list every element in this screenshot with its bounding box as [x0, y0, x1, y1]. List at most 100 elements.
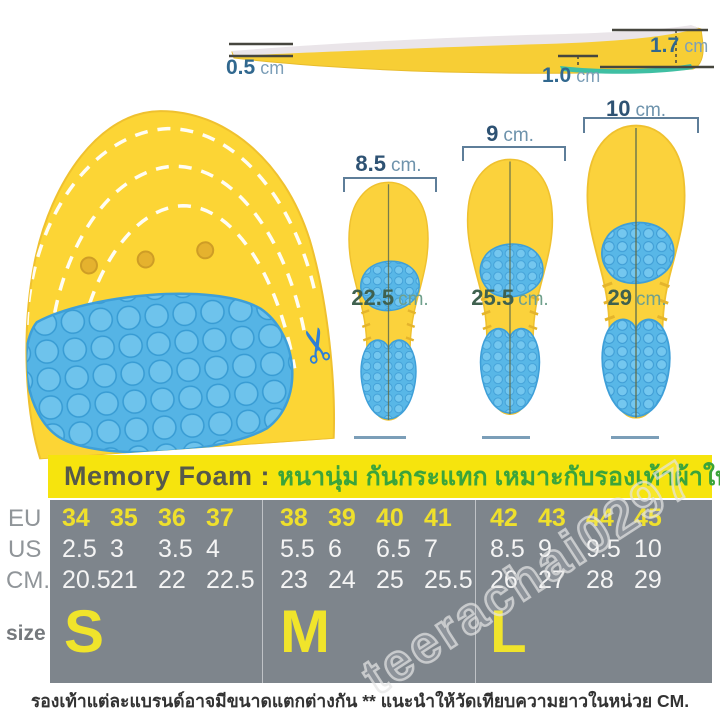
- heel-pad-thickness-label: 1.0 cm: [542, 64, 600, 88]
- eu-row-l: 42 43 44 45: [476, 503, 712, 534]
- length-value-l: 29: [607, 285, 632, 310]
- width-value-l: 10: [605, 96, 631, 121]
- row-label-us: US: [8, 536, 42, 563]
- length-unit-s: cm.: [398, 289, 429, 310]
- insole-top-view-l: [586, 124, 686, 419]
- toe-thickness-value: 0.5: [226, 56, 256, 79]
- heel-pad-thickness-value: 1.0: [542, 64, 572, 87]
- width-bracket-m: [462, 146, 566, 161]
- cm-row-s: 20.5 21 22 22.5: [50, 565, 262, 596]
- eu-size: 43: [538, 504, 566, 532]
- width-unit-l: cm.: [635, 100, 667, 121]
- heel-thickness-unit: cm: [684, 36, 709, 56]
- cm-size: 22: [158, 566, 186, 594]
- banner-title-en: Memory Foam: [64, 461, 253, 491]
- eu-size: 36: [158, 504, 186, 532]
- size-letter-l: L: [490, 598, 527, 665]
- heel-thickness-value: 1.7: [650, 34, 680, 57]
- size-table: 34 35 36 37 2.5 3 3.5 4 20.5 21 22 22.5 …: [50, 500, 712, 683]
- size-letter-s: S: [64, 598, 105, 665]
- cm-row-m: 23 24 25 25.5: [263, 565, 475, 596]
- baseline-mark-l: [611, 436, 659, 439]
- eu-size: 35: [110, 504, 138, 532]
- length-label-l: 29 cm.: [577, 285, 697, 311]
- width-value-m: 9: [486, 121, 499, 146]
- cm-row-l: 26 27 28 29: [476, 565, 712, 596]
- length-unit-l: cm.: [635, 289, 667, 310]
- size-group-s: 34 35 36 37 2.5 3 3.5 4 20.5 21 22 22.5 …: [50, 500, 262, 683]
- row-label-eu: EU: [8, 505, 42, 532]
- width-unit-s: cm.: [390, 155, 422, 176]
- us-size: 7: [424, 535, 438, 563]
- heel-pad-thickness-unit: cm: [576, 66, 601, 86]
- eu-size: 34: [62, 504, 90, 532]
- us-size: 9.5: [586, 535, 621, 563]
- size-group-m: 38 39 40 41 5.5 6 6.5 7 23 24 25 25.5 M: [262, 500, 475, 683]
- cm-size: 24: [328, 566, 356, 594]
- insole-side-view-photo: [229, 25, 714, 74]
- eu-size: 40: [376, 504, 404, 532]
- row-label-size: size: [6, 622, 46, 645]
- us-size: 9: [538, 535, 552, 563]
- us-row-s: 2.5 3 3.5 4: [50, 534, 262, 565]
- size-letter-m: M: [280, 598, 330, 665]
- eu-size: 38: [280, 504, 308, 532]
- eu-row-m: 38 39 40 41: [263, 503, 475, 534]
- us-size: 3: [110, 535, 124, 563]
- cm-size: 25: [376, 566, 404, 594]
- length-value-s: 22.5: [351, 285, 395, 310]
- us-size: 6.5: [376, 535, 411, 563]
- length-label-s: 22.5 cm.: [340, 285, 440, 311]
- us-size: 6: [328, 535, 342, 563]
- length-value-m: 25.5: [471, 285, 515, 310]
- us-size: 4: [206, 535, 220, 563]
- row-label-cm: CM.: [6, 567, 50, 594]
- us-size: 3.5: [158, 535, 193, 563]
- insole-top-view-s: [348, 181, 429, 421]
- insole-top-view-m: [466, 158, 554, 416]
- width-bracket-l: [583, 117, 699, 133]
- cm-size: 22.5: [206, 566, 255, 594]
- us-row-l: 8.5 9 9.5 10: [476, 534, 712, 565]
- toe-thickness-unit: cm: [260, 58, 285, 78]
- eu-size: 41: [424, 504, 452, 532]
- eu-size: 42: [490, 504, 518, 532]
- cm-size: 25.5: [424, 566, 473, 594]
- heel-thickness-label: 1.7 cm: [650, 34, 708, 58]
- width-label-l: 10 cm.: [576, 96, 696, 122]
- width-label-m: 9 cm.: [452, 121, 568, 147]
- width-unit-m: cm.: [503, 125, 534, 146]
- width-bracket-s: [343, 177, 437, 192]
- size-group-l: 42 43 44 45 8.5 9 9.5 10 26 27 28 29 L: [475, 500, 712, 683]
- eu-size: 39: [328, 504, 356, 532]
- baseline-mark-m: [482, 436, 530, 439]
- footnote: รองเท้าแต่ละแบรนด์อาจมีขนาดแตกต่างกัน **…: [30, 691, 690, 711]
- width-label-s: 8.5 cm.: [330, 151, 447, 177]
- cm-size: 20.5: [62, 566, 111, 594]
- us-size: 2.5: [62, 535, 97, 563]
- eu-size: 44: [586, 504, 614, 532]
- us-size: 10: [634, 535, 662, 563]
- cm-size: 26: [490, 566, 518, 594]
- cm-size: 29: [634, 566, 662, 594]
- product-banner: Memory Foam : หนานุ่ม กันกระแทก เหมาะกับ…: [48, 455, 720, 498]
- banner-separator: :: [260, 461, 270, 491]
- length-unit-m: cm.: [518, 289, 549, 310]
- us-size: 8.5: [490, 535, 525, 563]
- baseline-mark-s: [354, 436, 406, 439]
- toe-thickness-label: 0.5 cm: [226, 56, 284, 80]
- cm-size: 27: [538, 566, 566, 594]
- insole-closeup-photo: [24, 110, 335, 461]
- cm-size: 21: [110, 566, 138, 594]
- length-label-m: 25.5 cm.: [458, 285, 562, 311]
- us-size: 5.5: [280, 535, 315, 563]
- eu-size: 37: [206, 504, 234, 532]
- eu-size: 45: [634, 504, 662, 532]
- width-value-s: 8.5: [355, 151, 386, 176]
- banner-title-th: หนานุ่ม กันกระแทก เหมาะกับรองเท้าผ้าใบ: [277, 462, 720, 491]
- eu-row-s: 34 35 36 37: [50, 503, 262, 534]
- cm-size: 28: [586, 566, 614, 594]
- cm-size: 23: [280, 566, 308, 594]
- us-row-m: 5.5 6 6.5 7: [263, 534, 475, 565]
